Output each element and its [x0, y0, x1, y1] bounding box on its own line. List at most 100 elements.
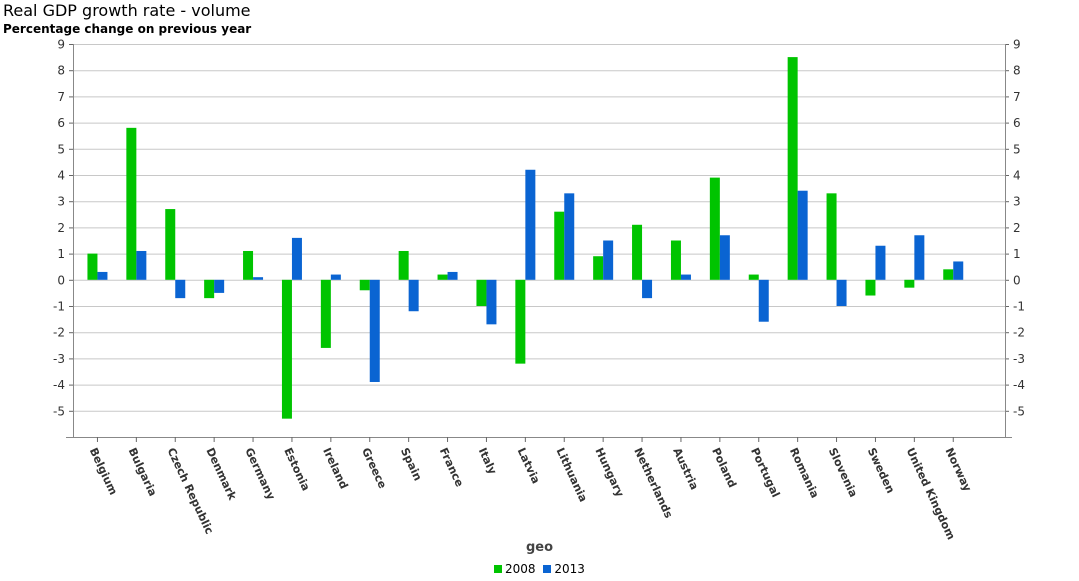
bar-2013-spain[interactable]: [408, 279, 419, 312]
category-label: Estonia: [281, 446, 312, 493]
bar-2008-austria[interactable]: [670, 240, 681, 280]
bar-2008-hungary[interactable]: [593, 256, 604, 280]
bar-2008-france[interactable]: [437, 274, 448, 280]
bar-2013-italy[interactable]: [486, 279, 497, 325]
bar-2008-united-kingdom[interactable]: [904, 279, 915, 288]
bar-2008-sweden[interactable]: [865, 279, 876, 296]
y-tick-label-left: 2: [57, 221, 65, 235]
category-label: Germany: [242, 446, 277, 502]
y-tick-label-right: 8: [1013, 64, 1021, 78]
y-tick-label-right: -5: [1013, 404, 1025, 418]
bar-2008-norway[interactable]: [943, 269, 954, 280]
y-tick-label-left: -4: [53, 378, 65, 392]
category-label: Romania: [787, 446, 822, 500]
category-label: Hungary: [592, 446, 626, 499]
y-tick-label-right: 3: [1013, 195, 1021, 209]
y-tick-label-left: 7: [57, 90, 65, 104]
category-label: Denmark: [203, 446, 239, 503]
y-tick-label-right: 0: [1013, 273, 1021, 287]
bar-2008-italy[interactable]: [476, 279, 487, 306]
bar-2013-romania[interactable]: [797, 190, 808, 280]
category-label: Bulgaria: [126, 446, 160, 499]
y-tick-label-right: 2: [1013, 221, 1021, 235]
bar-2008-lithuania[interactable]: [554, 211, 565, 280]
bar-2008-netherlands[interactable]: [632, 224, 643, 280]
bar-2013-united-kingdom[interactable]: [914, 235, 925, 280]
y-tick-label-left: -1: [53, 300, 65, 314]
y-tick-label-left: 5: [57, 142, 65, 156]
legend-label-2008: 2008: [505, 562, 536, 576]
bar-2008-latvia[interactable]: [515, 279, 526, 364]
y-tick-label-left: 6: [57, 116, 65, 130]
y-tick-label-left: 0: [57, 273, 65, 287]
bars: [87, 57, 964, 419]
bar-2013-poland[interactable]: [719, 235, 730, 280]
bar-2013-bulgaria[interactable]: [136, 250, 147, 280]
bar-2008-bulgaria[interactable]: [126, 127, 137, 280]
category-label: Spain: [398, 446, 425, 483]
bar-2008-denmark[interactable]: [204, 279, 215, 299]
bar-2008-poland[interactable]: [709, 177, 720, 280]
x-axis-label: geo: [525, 540, 554, 555]
bar-2013-austria[interactable]: [680, 274, 691, 280]
bar-2008-czech-republic[interactable]: [165, 209, 176, 280]
y-tick-label-right: 5: [1013, 142, 1021, 156]
bar-2013-greece[interactable]: [369, 279, 380, 382]
y-tick-label-right: 7: [1013, 90, 1021, 104]
bar-2013-portugal[interactable]: [758, 279, 769, 322]
bar-2008-spain[interactable]: [398, 250, 409, 280]
bar-chart: -5 -5 -4 -4 -3 -3 -2 -2 -1 -1 0 0 1 1 2 2 3 3 4 4 5 5 6 6 7 7 8 8 9 9…: [53, 38, 1025, 541]
bar-2008-greece[interactable]: [359, 279, 370, 291]
bar-2013-ireland[interactable]: [330, 274, 341, 280]
category-label: Austria: [670, 446, 701, 492]
bar-2008-belgium[interactable]: [87, 253, 98, 280]
bar-2013-belgium[interactable]: [97, 271, 108, 280]
y-tick-label-left: 1: [57, 247, 65, 261]
bar-2008-ireland[interactable]: [320, 279, 331, 348]
bar-2013-denmark[interactable]: [214, 279, 225, 293]
bar-2013-netherlands[interactable]: [642, 279, 653, 299]
bar-2013-sweden[interactable]: [875, 245, 886, 280]
category-label: Sweden: [865, 446, 897, 496]
y-tick-label-left: -2: [53, 326, 65, 340]
y-tick-label-left: 3: [57, 195, 65, 209]
bar-2013-slovenia[interactable]: [836, 279, 847, 306]
y-tick-label-left: 8: [57, 64, 65, 78]
bar-2013-hungary[interactable]: [603, 240, 614, 280]
bar-2008-estonia[interactable]: [281, 279, 292, 419]
category-label: Greece: [359, 446, 389, 491]
category-label: France: [437, 446, 466, 489]
y-tick-label-left: -3: [53, 352, 65, 366]
bar-2013-lithuania[interactable]: [564, 193, 575, 280]
bar-2008-slovenia[interactable]: [826, 193, 837, 280]
category-label: Norway: [943, 446, 974, 494]
y-tick-label-left: -5: [53, 404, 65, 418]
category-label: Poland: [709, 446, 739, 490]
bar-2008-portugal[interactable]: [748, 274, 759, 280]
category-label: Ireland: [320, 446, 350, 491]
legend-item-2013[interactable]: 2013: [543, 562, 585, 576]
category-label: Belgium: [87, 446, 120, 497]
bar-2013-czech-republic[interactable]: [175, 279, 186, 299]
legend-swatch-2013: [543, 565, 552, 573]
legend: 2008 2013: [0, 562, 1079, 576]
y-tick-label-right: -4: [1013, 378, 1025, 392]
y-tick-label-left: 4: [57, 169, 65, 183]
bar-2013-norway[interactable]: [953, 261, 964, 280]
bar-2008-germany[interactable]: [243, 250, 254, 280]
category-label: Slovenia: [826, 446, 860, 499]
axes: -5 -5 -4 -4 -3 -3 -2 -2 -1 -1 0 0 1 1 2 2 3 3 4 4 5 5 6 6 7 7 8 8 9 9: [53, 38, 1025, 442]
legend-item-2008[interactable]: 2008: [494, 562, 536, 576]
bar-2013-estonia[interactable]: [291, 237, 302, 280]
bar-2013-germany[interactable]: [253, 277, 264, 280]
legend-label-2013: 2013: [554, 562, 585, 576]
chart-title: Real GDP growth rate - volume: [3, 1, 251, 20]
category-label: Italy: [476, 446, 499, 477]
bar-2013-france[interactable]: [447, 271, 458, 280]
y-tick-label-right: -3: [1013, 352, 1025, 366]
legend-swatch-2008: [494, 565, 503, 573]
bar-2008-romania[interactable]: [787, 57, 798, 280]
bar-2013-latvia[interactable]: [525, 169, 536, 280]
y-tick-label-right: -1: [1013, 300, 1025, 314]
